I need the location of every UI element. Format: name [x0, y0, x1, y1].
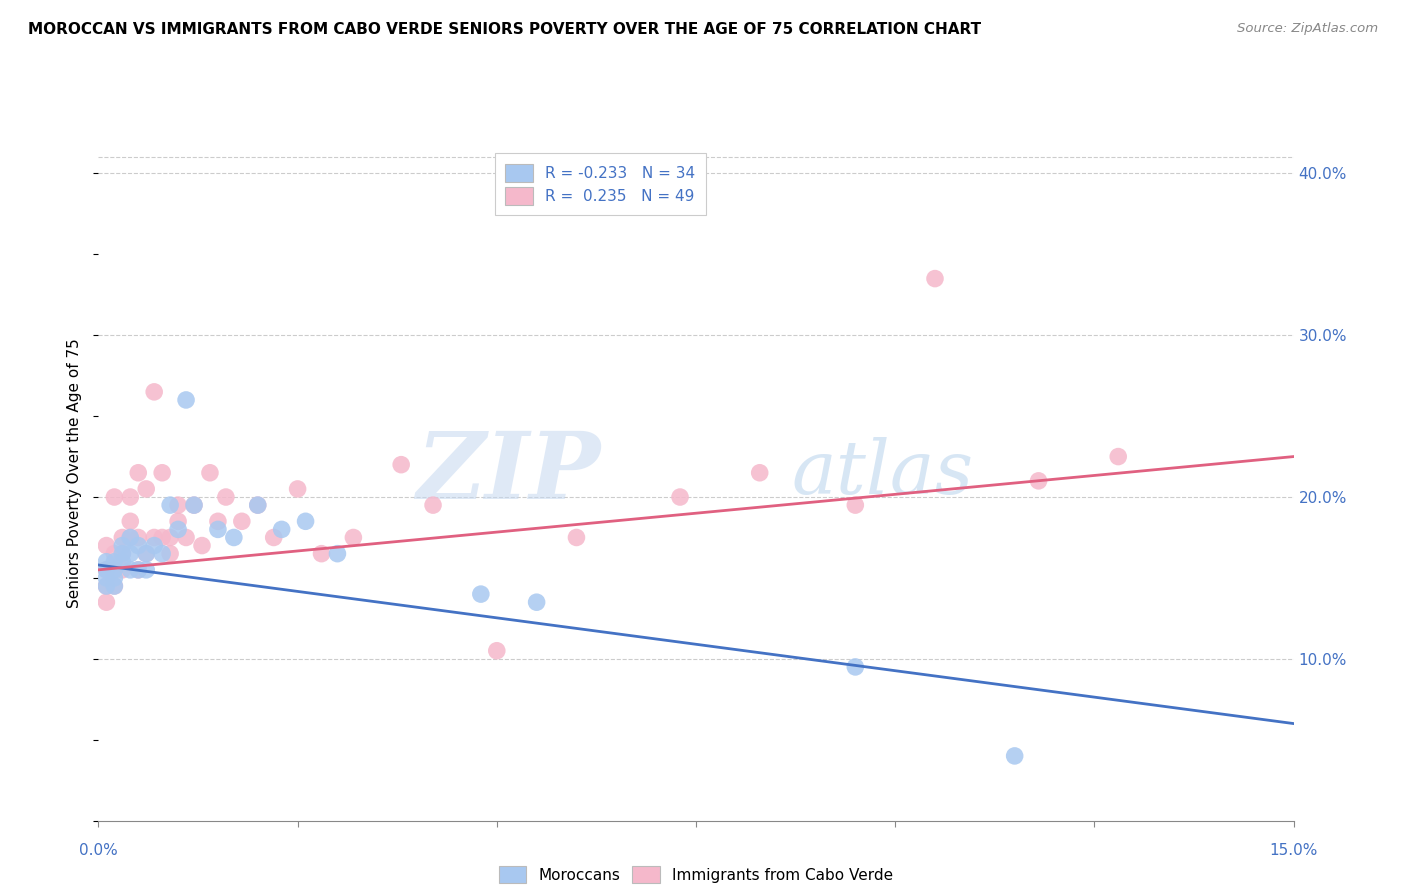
Point — [159, 547, 181, 561]
Point — [143, 531, 166, 545]
Point — [526, 595, 548, 609]
Text: atlas: atlas — [792, 436, 974, 509]
Point — [143, 384, 166, 399]
Point — [470, 587, 492, 601]
Point — [222, 531, 245, 545]
Point — [844, 498, 866, 512]
Point — [183, 498, 205, 512]
Point — [183, 498, 205, 512]
Point — [120, 563, 142, 577]
Point — [669, 490, 692, 504]
Point — [143, 539, 166, 553]
Point — [111, 531, 134, 545]
Point — [103, 571, 125, 585]
Point — [135, 547, 157, 561]
Point — [174, 531, 197, 545]
Point — [159, 498, 181, 512]
Point — [174, 392, 197, 407]
Point — [127, 563, 149, 577]
Point — [150, 547, 173, 561]
Point — [96, 539, 118, 553]
Point — [485, 644, 508, 658]
Point — [127, 466, 149, 480]
Point — [167, 498, 190, 512]
Point — [159, 531, 181, 545]
Point — [103, 547, 125, 561]
Point — [150, 531, 173, 545]
Point — [389, 458, 412, 472]
Point — [103, 579, 125, 593]
Point — [207, 514, 229, 528]
Point — [311, 547, 333, 561]
Point — [96, 579, 118, 593]
Point — [326, 547, 349, 561]
Point — [111, 547, 134, 561]
Point — [103, 563, 125, 577]
Point — [844, 660, 866, 674]
Point — [135, 563, 157, 577]
Point — [96, 555, 118, 569]
Point — [127, 531, 149, 545]
Point — [231, 514, 253, 528]
Point — [111, 539, 134, 553]
Point — [150, 466, 173, 480]
Point — [748, 466, 770, 480]
Point — [111, 563, 134, 577]
Text: MOROCCAN VS IMMIGRANTS FROM CABO VERDE SENIORS POVERTY OVER THE AGE OF 75 CORREL: MOROCCAN VS IMMIGRANTS FROM CABO VERDE S… — [28, 22, 981, 37]
Point — [167, 522, 190, 536]
Point — [270, 522, 292, 536]
Point — [103, 563, 125, 577]
Point — [111, 555, 134, 569]
Point — [103, 555, 125, 569]
Point — [207, 522, 229, 536]
Text: ZIP: ZIP — [416, 428, 600, 517]
Text: 0.0%: 0.0% — [79, 843, 118, 858]
Point — [96, 579, 118, 593]
Legend: Moroccans, Immigrants from Cabo Verde: Moroccans, Immigrants from Cabo Verde — [492, 860, 900, 889]
Point — [120, 531, 142, 545]
Point — [127, 539, 149, 553]
Point — [198, 466, 221, 480]
Point — [287, 482, 309, 496]
Point — [111, 547, 134, 561]
Point — [565, 531, 588, 545]
Point — [120, 490, 142, 504]
Point — [127, 563, 149, 577]
Point — [1107, 450, 1129, 464]
Point — [103, 490, 125, 504]
Point — [167, 514, 190, 528]
Point — [120, 514, 142, 528]
Point — [215, 490, 238, 504]
Point — [103, 579, 125, 593]
Text: Source: ZipAtlas.com: Source: ZipAtlas.com — [1237, 22, 1378, 36]
Point — [263, 531, 285, 545]
Point — [96, 563, 118, 577]
Text: 15.0%: 15.0% — [1270, 843, 1317, 858]
Point — [246, 498, 269, 512]
Point — [422, 498, 444, 512]
Point — [1004, 748, 1026, 763]
Point — [294, 514, 316, 528]
Point — [924, 271, 946, 285]
Point — [135, 482, 157, 496]
Point — [120, 531, 142, 545]
Point — [342, 531, 364, 545]
Point — [246, 498, 269, 512]
Point — [1028, 474, 1050, 488]
Point — [191, 539, 214, 553]
Point — [135, 547, 157, 561]
Point — [96, 595, 118, 609]
Y-axis label: Seniors Poverty Over the Age of 75: Seniors Poverty Over the Age of 75 — [67, 338, 83, 607]
Point — [120, 547, 142, 561]
Point — [96, 563, 118, 577]
Point — [96, 571, 118, 585]
